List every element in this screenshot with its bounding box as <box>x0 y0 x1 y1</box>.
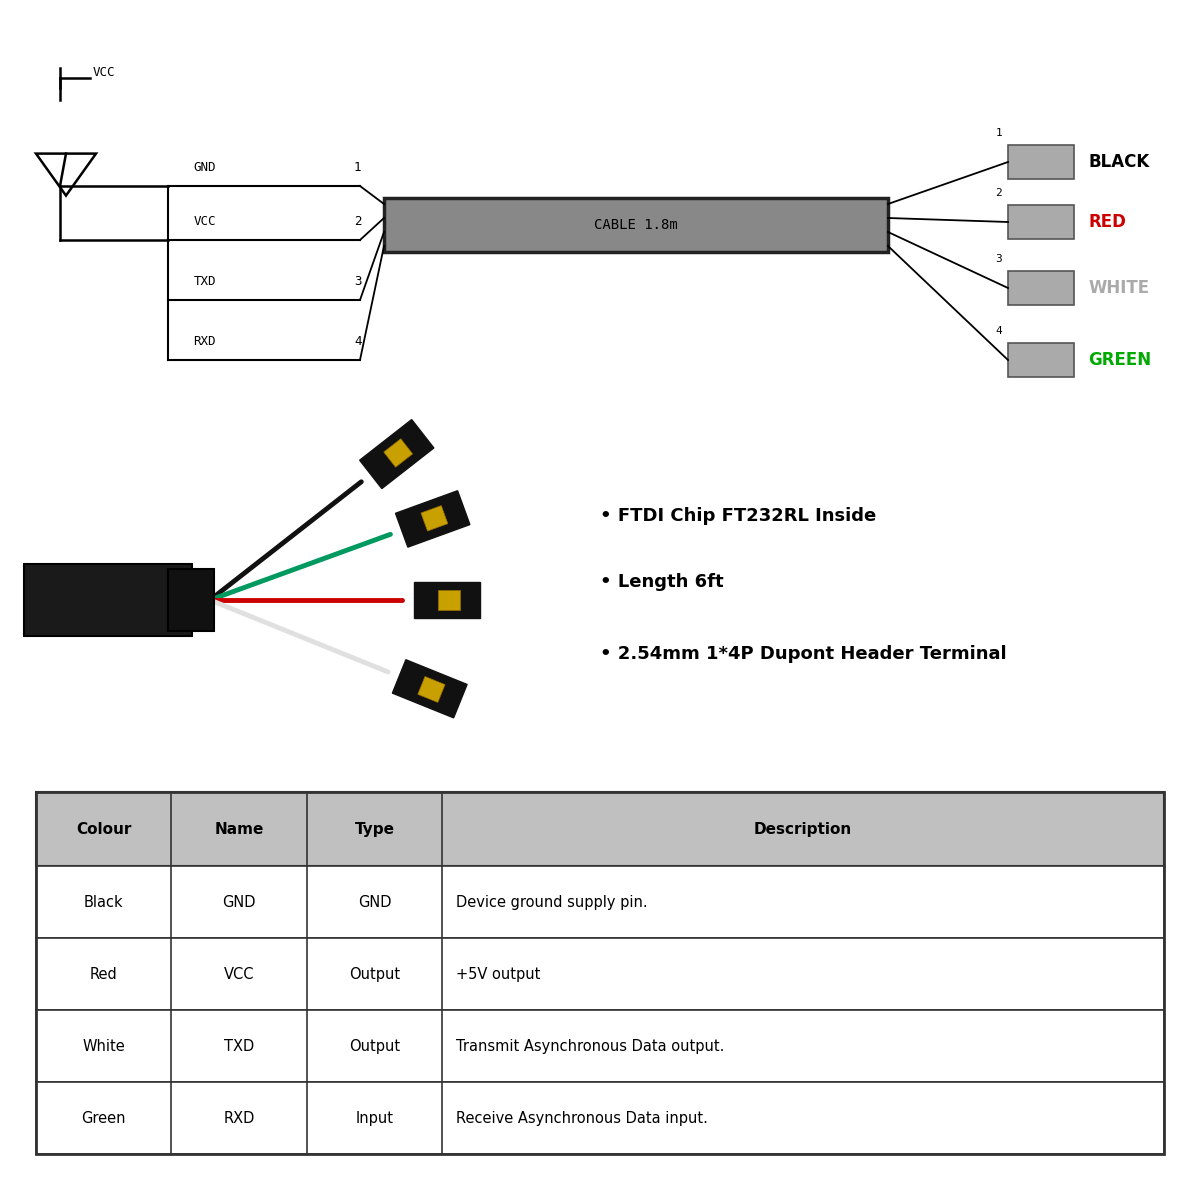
Text: TXD: TXD <box>193 275 216 288</box>
Text: • 2.54mm 1*4P Dupont Header Terminal: • 2.54mm 1*4P Dupont Header Terminal <box>600 646 1007 662</box>
Text: 1: 1 <box>354 161 361 174</box>
Text: Device ground supply pin.: Device ground supply pin. <box>456 895 648 910</box>
Polygon shape <box>360 420 434 488</box>
Text: 2: 2 <box>354 215 361 228</box>
Text: 3: 3 <box>995 254 1002 264</box>
Bar <box>24 564 192 636</box>
Text: 3: 3 <box>354 275 361 288</box>
Text: Name: Name <box>215 822 264 836</box>
Bar <box>36 1082 1164 1154</box>
Bar <box>1008 271 1074 305</box>
Bar <box>1008 205 1074 239</box>
Text: Output: Output <box>349 967 400 982</box>
Polygon shape <box>438 590 460 610</box>
Bar <box>36 938 1164 1010</box>
Text: 4: 4 <box>354 335 361 348</box>
Text: 1: 1 <box>995 128 1002 138</box>
Text: Receive Asynchronous Data input.: Receive Asynchronous Data input. <box>456 1111 708 1126</box>
Text: • FTDI Chip FT232RL Inside: • FTDI Chip FT232RL Inside <box>600 508 876 526</box>
Text: VCC: VCC <box>92 66 115 78</box>
Bar <box>1008 343 1074 377</box>
Bar <box>36 792 1164 1154</box>
Text: RED: RED <box>1088 214 1127 230</box>
Text: +5V output: +5V output <box>456 967 541 982</box>
Text: GND: GND <box>358 895 391 910</box>
Text: RXD: RXD <box>223 1111 254 1126</box>
Text: White: White <box>83 1039 125 1054</box>
Text: Colour: Colour <box>76 822 131 836</box>
Bar <box>1008 145 1074 179</box>
Polygon shape <box>421 505 448 532</box>
Text: Input: Input <box>355 1111 394 1126</box>
Text: 2: 2 <box>995 188 1002 198</box>
Text: TXD: TXD <box>224 1039 254 1054</box>
Text: • Length 6ft: • Length 6ft <box>600 572 724 590</box>
Text: Black: Black <box>84 895 124 910</box>
Polygon shape <box>396 491 470 547</box>
Bar <box>36 1010 1164 1082</box>
Text: Output: Output <box>349 1039 400 1054</box>
Text: GND: GND <box>193 161 216 174</box>
Polygon shape <box>418 677 445 702</box>
Text: VCC: VCC <box>193 215 216 228</box>
Bar <box>36 792 1164 866</box>
Text: RXD: RXD <box>193 335 216 348</box>
Text: Red: Red <box>90 967 118 982</box>
Text: Description: Description <box>754 822 852 836</box>
Text: VCC: VCC <box>223 967 254 982</box>
Bar <box>36 866 1164 938</box>
Bar <box>384 198 888 252</box>
Text: Green: Green <box>82 1111 126 1126</box>
Polygon shape <box>384 439 413 467</box>
Text: CABLE 1.8m: CABLE 1.8m <box>594 218 678 232</box>
Polygon shape <box>392 660 467 718</box>
Text: GND: GND <box>222 895 256 910</box>
Text: 4: 4 <box>995 326 1002 336</box>
Text: Type: Type <box>354 822 395 836</box>
Bar <box>168 569 214 631</box>
Text: Transmit Asynchronous Data output.: Transmit Asynchronous Data output. <box>456 1039 725 1054</box>
Polygon shape <box>414 582 480 618</box>
Text: GREEN: GREEN <box>1088 350 1152 370</box>
Text: BLACK: BLACK <box>1088 152 1150 170</box>
Text: WHITE: WHITE <box>1088 278 1150 296</box>
